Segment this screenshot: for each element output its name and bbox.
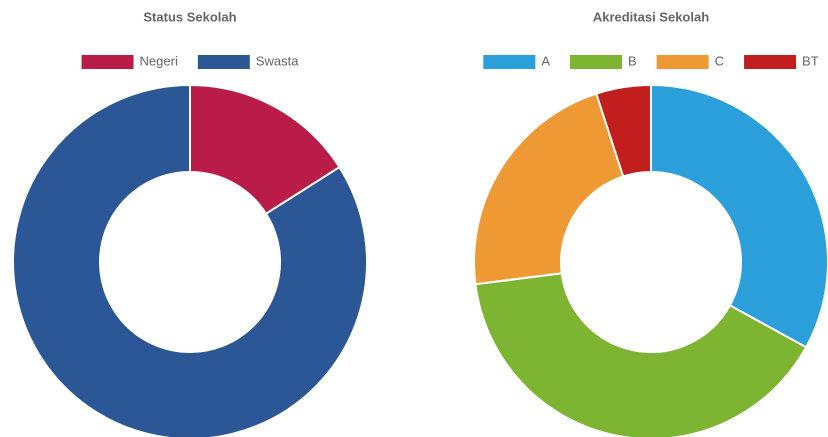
legend: Negeri Swasta [81, 53, 299, 69]
legend-swatch [744, 55, 797, 69]
legend-swatch [197, 55, 250, 69]
chart-title: Akreditasi Sekolah [593, 9, 709, 24]
legend-label: BT [802, 53, 819, 68]
legend-label: Swasta [256, 53, 299, 68]
legend-swatch [656, 55, 709, 69]
slice [189, 83, 341, 216]
chart-title: Status Sekolah [143, 9, 236, 24]
slice [650, 83, 828, 349]
slice [473, 92, 625, 286]
legend: A B C BT [483, 53, 819, 69]
legend-label: C [715, 53, 724, 68]
legend-swatch [569, 55, 622, 69]
legend-swatch [483, 55, 536, 69]
legend-label: Negeri [140, 53, 178, 68]
legend-label: B [628, 53, 637, 68]
legend-label: A [541, 53, 550, 68]
slice [474, 272, 808, 437]
slice [12, 83, 368, 437]
legend-swatch [81, 55, 134, 69]
slice [595, 83, 652, 178]
